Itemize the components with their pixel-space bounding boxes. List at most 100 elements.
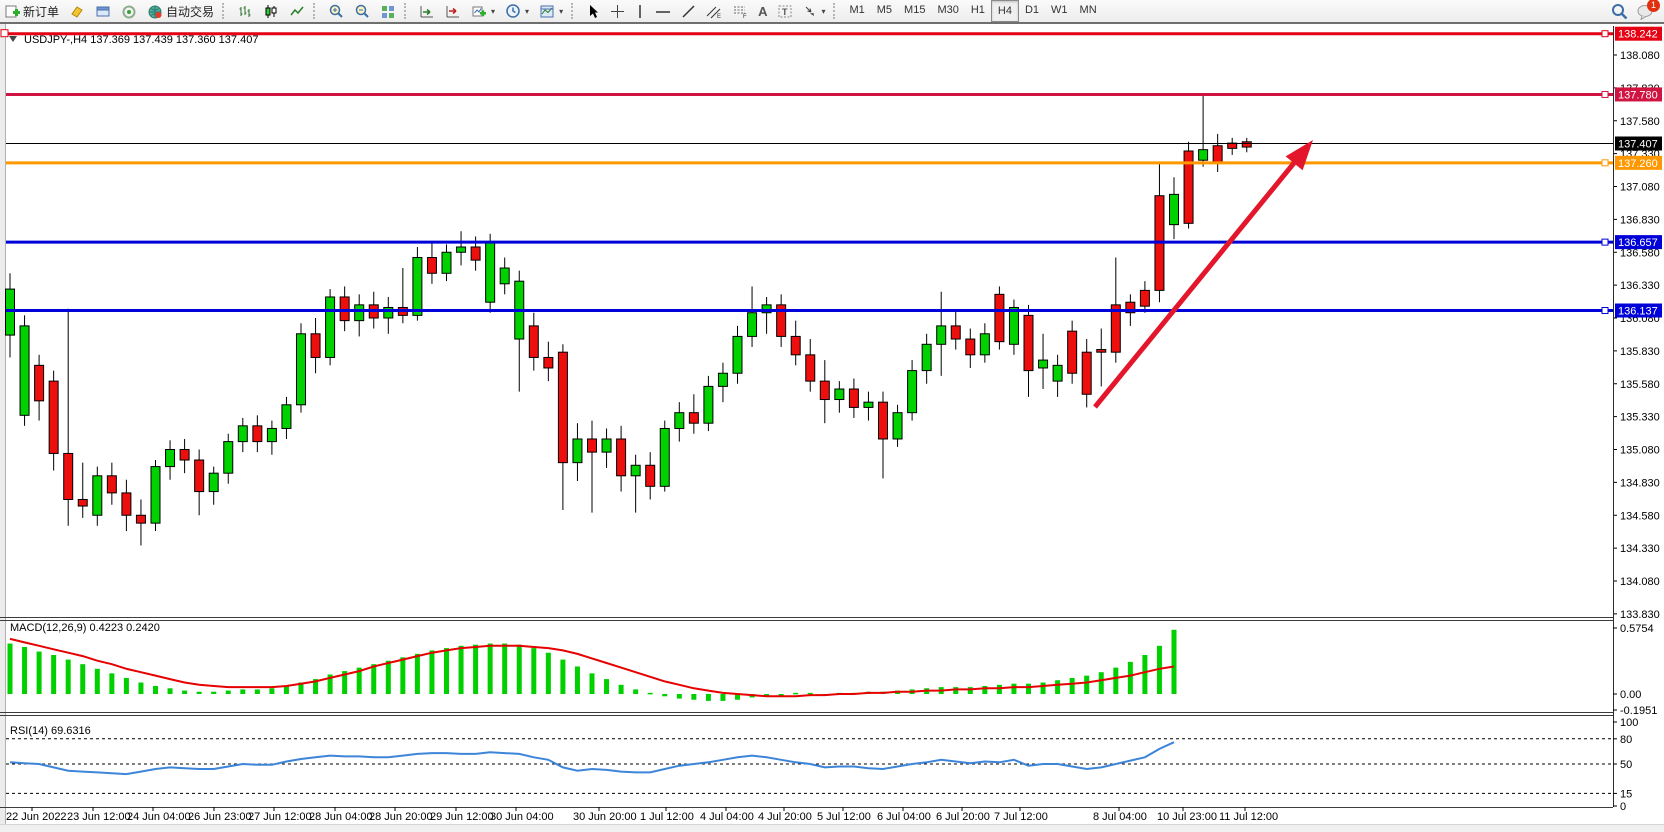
trend-arrow[interactable]	[1093, 140, 1313, 409]
toolbar-gripper	[571, 3, 578, 19]
rsi-panel: 100 80 50 150 RSI(14) 69.6316	[6, 717, 1638, 813]
indicators-button[interactable]: ▾	[466, 0, 500, 22]
tile-windows-button[interactable]	[375, 0, 401, 22]
zoom-out-button[interactable]	[349, 0, 375, 22]
candle-down	[48, 380, 59, 454]
notification-badge: 1	[1647, 0, 1660, 12]
navigator-button[interactable]	[116, 0, 142, 22]
macd-histogram-bar	[1113, 667, 1119, 694]
macd-histogram-bar	[182, 690, 188, 694]
candle-down	[179, 449, 190, 461]
fibonacci-tool-button[interactable]: F	[727, 0, 753, 22]
timeframe-MN[interactable]: MN	[1079, 4, 1097, 16]
line-handle[interactable]	[1601, 238, 1609, 246]
periods-button[interactable]: ▾	[500, 0, 534, 22]
zoom-in-button[interactable]	[323, 0, 349, 22]
cursor-tool-button[interactable]	[581, 0, 605, 22]
new-order-button[interactable]: 新订单	[0, 0, 64, 22]
arrows-tool-button[interactable]: ▾	[798, 0, 830, 22]
price-tick-label: 134.330	[1620, 543, 1660, 555]
horizontal-lines[interactable]	[0, 29, 1613, 315]
autotrading-globe-icon	[148, 5, 162, 18]
macd-histogram-bar	[313, 679, 319, 694]
timeframe-M15[interactable]: M15	[904, 4, 926, 16]
text-label-icon: T	[778, 5, 792, 17]
line-handle[interactable]	[1601, 90, 1609, 98]
price-axis: 138.080137.830137.580137.330137.080136.8…	[1613, 50, 1660, 621]
chart-shift-button[interactable]	[440, 0, 466, 22]
candle-up	[412, 257, 423, 316]
indicators-icon	[472, 6, 487, 16]
data-window-button[interactable]	[90, 0, 116, 22]
time-tick-label: 30 Jun 20:00	[573, 811, 637, 823]
price-tick-label: 136.580	[1620, 247, 1660, 259]
text-label-tool-button[interactable]: T	[772, 0, 798, 22]
vertical-line-icon	[639, 4, 641, 18]
auto-trading-button[interactable]: 自动交易	[142, 0, 219, 22]
auto-scroll-button[interactable]	[414, 0, 440, 22]
candle-down	[819, 380, 830, 401]
timeframe-M5[interactable]: M5	[876, 4, 893, 16]
macd-histogram-bar	[400, 657, 406, 694]
time-tick-label: 23 Jun 12:00	[67, 811, 131, 823]
candle-down	[587, 438, 597, 453]
macd-histogram-bar	[298, 682, 304, 694]
chat-button[interactable]: 1	[1636, 0, 1660, 20]
macd-histogram-bar	[385, 660, 391, 694]
auto-trading-label: 自动交易	[166, 4, 215, 19]
bar-chart-button[interactable]	[232, 0, 258, 22]
svg-text:E: E	[717, 14, 721, 19]
macd-histogram-bar	[487, 643, 493, 694]
marketwatch-button[interactable]	[64, 0, 90, 22]
timeframe-H4[interactable]: H4	[990, 0, 1019, 22]
timeframe-M30[interactable]: M30	[937, 4, 959, 16]
symbol-dropdown-icon[interactable]	[9, 36, 17, 42]
candlestick-chart-button[interactable]	[258, 0, 284, 22]
macd-histogram-bar	[80, 664, 86, 694]
time-tick-label: 11 Jul 12:00	[1219, 811, 1278, 823]
macd-histogram-bar	[1142, 655, 1148, 694]
search-icon[interactable]	[1611, 3, 1628, 20]
timeframe-H1[interactable]: H1	[970, 4, 985, 16]
candlestick-chart-icon	[265, 4, 277, 18]
timeframe-D1[interactable]: D1	[1024, 4, 1040, 16]
timeframe-M1[interactable]: M1	[849, 4, 865, 16]
timeframe-switcher: M1 M5 M15 M30 H1 H4 D1 W1 MN	[843, 0, 1102, 22]
fibonacci-icon: F	[734, 6, 747, 19]
channel-tool-button[interactable]: E	[701, 0, 727, 22]
horizontal-line-tool-button[interactable]	[650, 0, 676, 22]
time-tick-label: 28 Jun 20:00	[369, 811, 433, 823]
timeframe-W1[interactable]: W1	[1051, 4, 1068, 16]
line-handle[interactable]	[1601, 30, 1609, 38]
candle-up	[572, 438, 583, 464]
trendline-tool-button[interactable]	[676, 0, 701, 22]
candle-up	[863, 401, 874, 408]
macd-histogram-bar	[65, 659, 71, 694]
line-handle[interactable]	[1601, 307, 1609, 315]
macd-histogram-bar	[225, 690, 231, 694]
text-tool-button[interactable]: A	[753, 0, 772, 22]
vertical-line-tool-button[interactable]	[630, 0, 650, 22]
line-handle[interactable]	[0, 29, 9, 38]
macd-histogram-bar	[473, 644, 479, 694]
macd-histogram-bar	[618, 684, 624, 694]
macd-histogram-bar	[123, 677, 129, 694]
templates-button[interactable]: ▾	[534, 0, 568, 22]
macd-histogram-bar	[967, 687, 973, 694]
candle-up	[921, 343, 932, 372]
time-tick-label: 7 Jul 12:00	[994, 811, 1048, 823]
macd-histogram-bar	[1026, 683, 1031, 694]
tile-windows-icon	[382, 5, 395, 18]
candle-up	[165, 449, 176, 468]
line-handle[interactable]	[1601, 159, 1609, 167]
crosshair-tool-button[interactable]	[605, 0, 630, 22]
line-chart-button[interactable]	[284, 0, 310, 22]
candle-up	[674, 412, 685, 429]
level-badge	[1615, 26, 1662, 41]
macd-histogram-bar	[414, 653, 420, 694]
time-tick-label: 28 Jun 04:00	[309, 811, 373, 823]
cursor-icon	[590, 4, 599, 18]
macd-histogram-bar	[254, 689, 260, 694]
dropdown-caret: ▾	[491, 6, 496, 16]
